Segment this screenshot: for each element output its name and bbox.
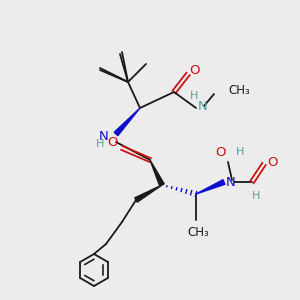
Text: H: H (96, 139, 104, 149)
Text: O: O (267, 155, 277, 169)
Text: H: H (236, 147, 244, 157)
Text: O: O (189, 64, 199, 76)
Polygon shape (150, 160, 164, 186)
Polygon shape (196, 180, 225, 194)
Polygon shape (135, 185, 162, 202)
Text: N: N (226, 176, 236, 188)
Polygon shape (114, 108, 140, 136)
Text: N: N (98, 130, 108, 142)
Text: O: O (215, 146, 226, 158)
Text: O: O (108, 136, 118, 149)
Text: CH₃: CH₃ (228, 83, 250, 97)
Text: H: H (190, 91, 198, 101)
Text: N: N (198, 100, 208, 112)
Text: CH₃: CH₃ (187, 226, 209, 238)
Text: H: H (252, 191, 260, 201)
